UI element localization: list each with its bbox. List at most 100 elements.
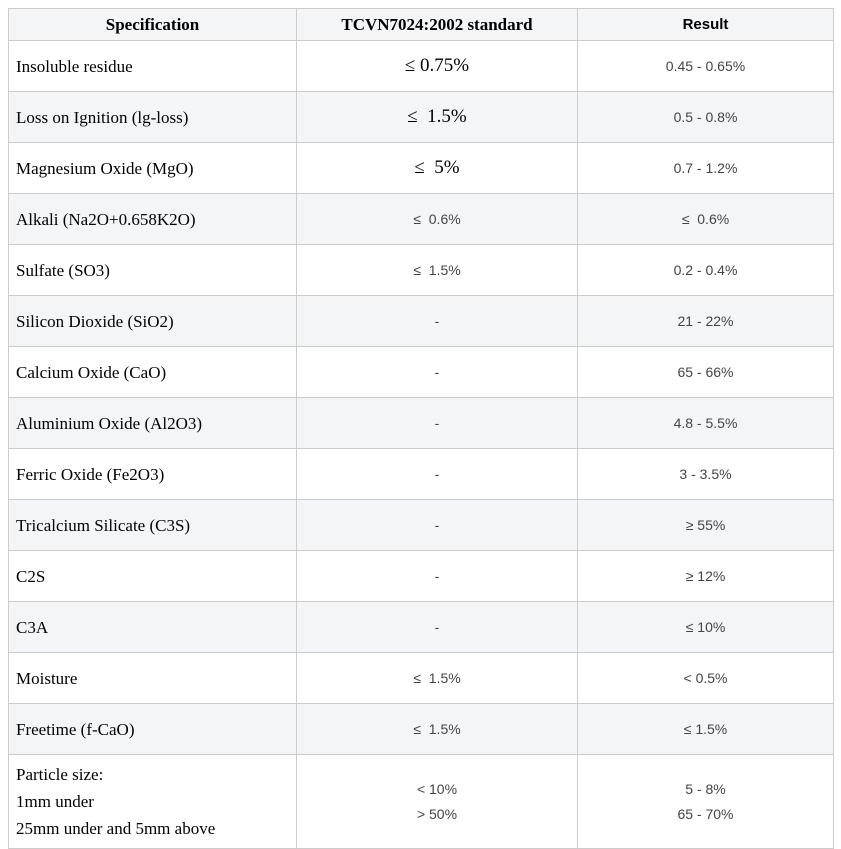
standard-cell-text: - xyxy=(434,618,440,635)
result-cell: 3 - 3.5% xyxy=(577,448,834,500)
spec-cell-text: Tricalcium Silicate (C3S) xyxy=(16,515,191,535)
spec-cell-text: Insoluble residue xyxy=(16,56,133,76)
spec-cell-text: Freetime (f-CaO) xyxy=(16,719,135,739)
result-cell-text: 3 - 3.5% xyxy=(679,465,732,482)
table-row: C3A - ≤ 10% xyxy=(8,601,834,653)
standard-cell: ≤ 1.5% xyxy=(296,703,578,755)
spec-cell-text: 25mm under and 5mm above xyxy=(16,819,216,838)
standard-cell-text: - xyxy=(434,414,440,431)
column-header-standard: TCVN7024:2002 standard xyxy=(296,8,578,41)
standard-cell: - xyxy=(296,397,578,449)
spec-cell-text: C2S xyxy=(16,566,46,586)
result-cell: ≤ 10% xyxy=(577,601,834,653)
standard-cell: ≤ 5% xyxy=(296,142,578,194)
spec-cell-text: Aluminium Oxide (Al2O3) xyxy=(16,413,203,433)
result-cell: 4.8 - 5.5% xyxy=(577,397,834,449)
result-cell-text: < 0.5% xyxy=(683,669,728,686)
column-header-result: Result xyxy=(577,8,834,41)
spec-cell-text: Particle size: xyxy=(16,765,104,784)
standard-cell-text: ≤ 1.5% xyxy=(407,106,467,127)
standard-cell-text: - xyxy=(434,465,440,482)
table-row: Alkali (Na2O+0.658K2O) ≤ 0.6% ≤ 0.6% xyxy=(8,193,834,245)
result-cell-text: ≥ 12% xyxy=(685,567,726,584)
table-row: Insoluble residue ≤ 0.75% 0.45 - 0.65% xyxy=(8,40,834,92)
header-row: Specification TCVN7024:2002 standard Res… xyxy=(8,8,834,41)
table-row: Particle size: 1mm under 25mm under and 5m… xyxy=(8,754,834,849)
standard-cell-text: < 10% xyxy=(416,780,458,797)
standard-cell: - xyxy=(296,448,578,500)
standard-cell-text: > 50% xyxy=(416,805,458,822)
result-cell: ≤ 0.6% xyxy=(577,193,834,245)
result-cell-text: 0.5 - 0.8% xyxy=(673,108,738,125)
spec-cell: Tricalcium Silicate (C3S) xyxy=(8,499,297,551)
standard-cell: ≤ 0.75% xyxy=(296,40,578,92)
spec-cell-text: 1mm under xyxy=(16,792,94,811)
table-row: Moisture ≤ 1.5% < 0.5% xyxy=(8,652,834,704)
spec-cell: Ferric Oxide (Fe2O3) xyxy=(8,448,297,500)
spec-cell: Calcium Oxide (CaO) xyxy=(8,346,297,398)
result-cell-text: 65 - 66% xyxy=(677,363,734,380)
standard-cell-text: - xyxy=(434,312,440,329)
spec-cell: Sulfate (SO3) xyxy=(8,244,297,296)
result-cell: 65 - 66% xyxy=(577,346,834,398)
standard-cell: < 10% > 50% xyxy=(296,754,578,849)
spec-cell-text: Magnesium Oxide (MgO) xyxy=(16,158,194,178)
standard-cell: ≤ 1.5% xyxy=(296,652,578,704)
spec-cell: Magnesium Oxide (MgO) xyxy=(8,142,297,194)
result-cell: 5 - 8% 65 - 70% xyxy=(577,754,834,849)
spec-cell: Silicon Dioxide (SiO2) xyxy=(8,295,297,347)
result-cell: ≤ 1.5% xyxy=(577,703,834,755)
standard-cell: - xyxy=(296,346,578,398)
result-cell-text: 4.8 - 5.5% xyxy=(673,414,738,431)
standard-cell-text: - xyxy=(434,516,440,533)
standard-cell: - xyxy=(296,550,578,602)
result-cell-text: 21 - 22% xyxy=(677,312,734,329)
result-cell-text: ≥ 55% xyxy=(685,516,726,533)
table-row: Magnesium Oxide (MgO) ≤ 5% 0.7 - 1.2% xyxy=(8,142,834,194)
standard-cell: ≤ 1.5% xyxy=(296,244,578,296)
table-row: Aluminium Oxide (Al2O3) - 4.8 - 5.5% xyxy=(8,397,834,449)
result-cell-text: ≤ 0.6% xyxy=(681,210,730,227)
standard-cell-text: ≤ 0.75% xyxy=(404,55,470,76)
spec-cell: C2S xyxy=(8,550,297,602)
result-cell-text: 0.2 - 0.4% xyxy=(673,261,738,278)
result-cell: ≥ 12% xyxy=(577,550,834,602)
standard-cell: - xyxy=(296,295,578,347)
result-cell-text: ≤ 1.5% xyxy=(683,720,728,737)
result-cell: 0.7 - 1.2% xyxy=(577,142,834,194)
table-row: Ferric Oxide (Fe2O3) - 3 - 3.5% xyxy=(8,448,834,500)
result-cell-text: 5 - 8% xyxy=(685,780,726,797)
spec-cell: Aluminium Oxide (Al2O3) xyxy=(8,397,297,449)
standard-cell-text: ≤ 1.5% xyxy=(413,720,461,737)
standard-cell-text: ≤ 1.5% xyxy=(413,261,461,278)
standard-cell-text: ≤ 5% xyxy=(414,157,460,178)
spec-cell-text: Ferric Oxide (Fe2O3) xyxy=(16,464,165,484)
spec-cell-text: Sulfate (SO3) xyxy=(16,260,110,280)
standard-cell: ≤ 0.6% xyxy=(296,193,578,245)
spec-cell: Moisture xyxy=(8,652,297,704)
table-row: Sulfate (SO3) ≤ 1.5% 0.2 - 0.4% xyxy=(8,244,834,296)
spec-cell: Alkali (Na2O+0.658K2O) xyxy=(8,193,297,245)
result-cell-text: 0.45 - 0.65% xyxy=(665,57,746,74)
spec-cell-text: Silicon Dioxide (SiO2) xyxy=(16,311,174,331)
table-row: Tricalcium Silicate (C3S) - ≥ 55% xyxy=(8,499,834,551)
result-cell: 0.45 - 0.65% xyxy=(577,40,834,92)
result-cell: < 0.5% xyxy=(577,652,834,704)
spec-cell: Loss on Ignition (lg-loss) xyxy=(8,91,297,143)
spec-cell-text: Loss on Ignition (lg-loss) xyxy=(16,107,189,127)
standard-cell: ≤ 1.5% xyxy=(296,91,578,143)
table-row: Freetime (f-CaO) ≤ 1.5% ≤ 1.5% xyxy=(8,703,834,755)
specification-table: Specification TCVN7024:2002 standard Res… xyxy=(8,8,834,849)
standard-cell-text: - xyxy=(434,567,440,584)
result-cell-text: ≤ 10% xyxy=(685,618,726,635)
table-row: Silicon Dioxide (SiO2) - 21 - 22% xyxy=(8,295,834,347)
result-cell: 0.5 - 0.8% xyxy=(577,91,834,143)
column-header-specification: Specification xyxy=(8,8,297,41)
spec-cell: C3A xyxy=(8,601,297,653)
spec-cell-text: Moisture xyxy=(16,668,78,688)
spec-cell: Freetime (f-CaO) xyxy=(8,703,297,755)
standard-cell-text: ≤ 1.5% xyxy=(413,669,461,686)
spec-cell-text: C3A xyxy=(16,617,49,637)
result-cell-text: 65 - 70% xyxy=(677,805,734,822)
table-row: C2S - ≥ 12% xyxy=(8,550,834,602)
